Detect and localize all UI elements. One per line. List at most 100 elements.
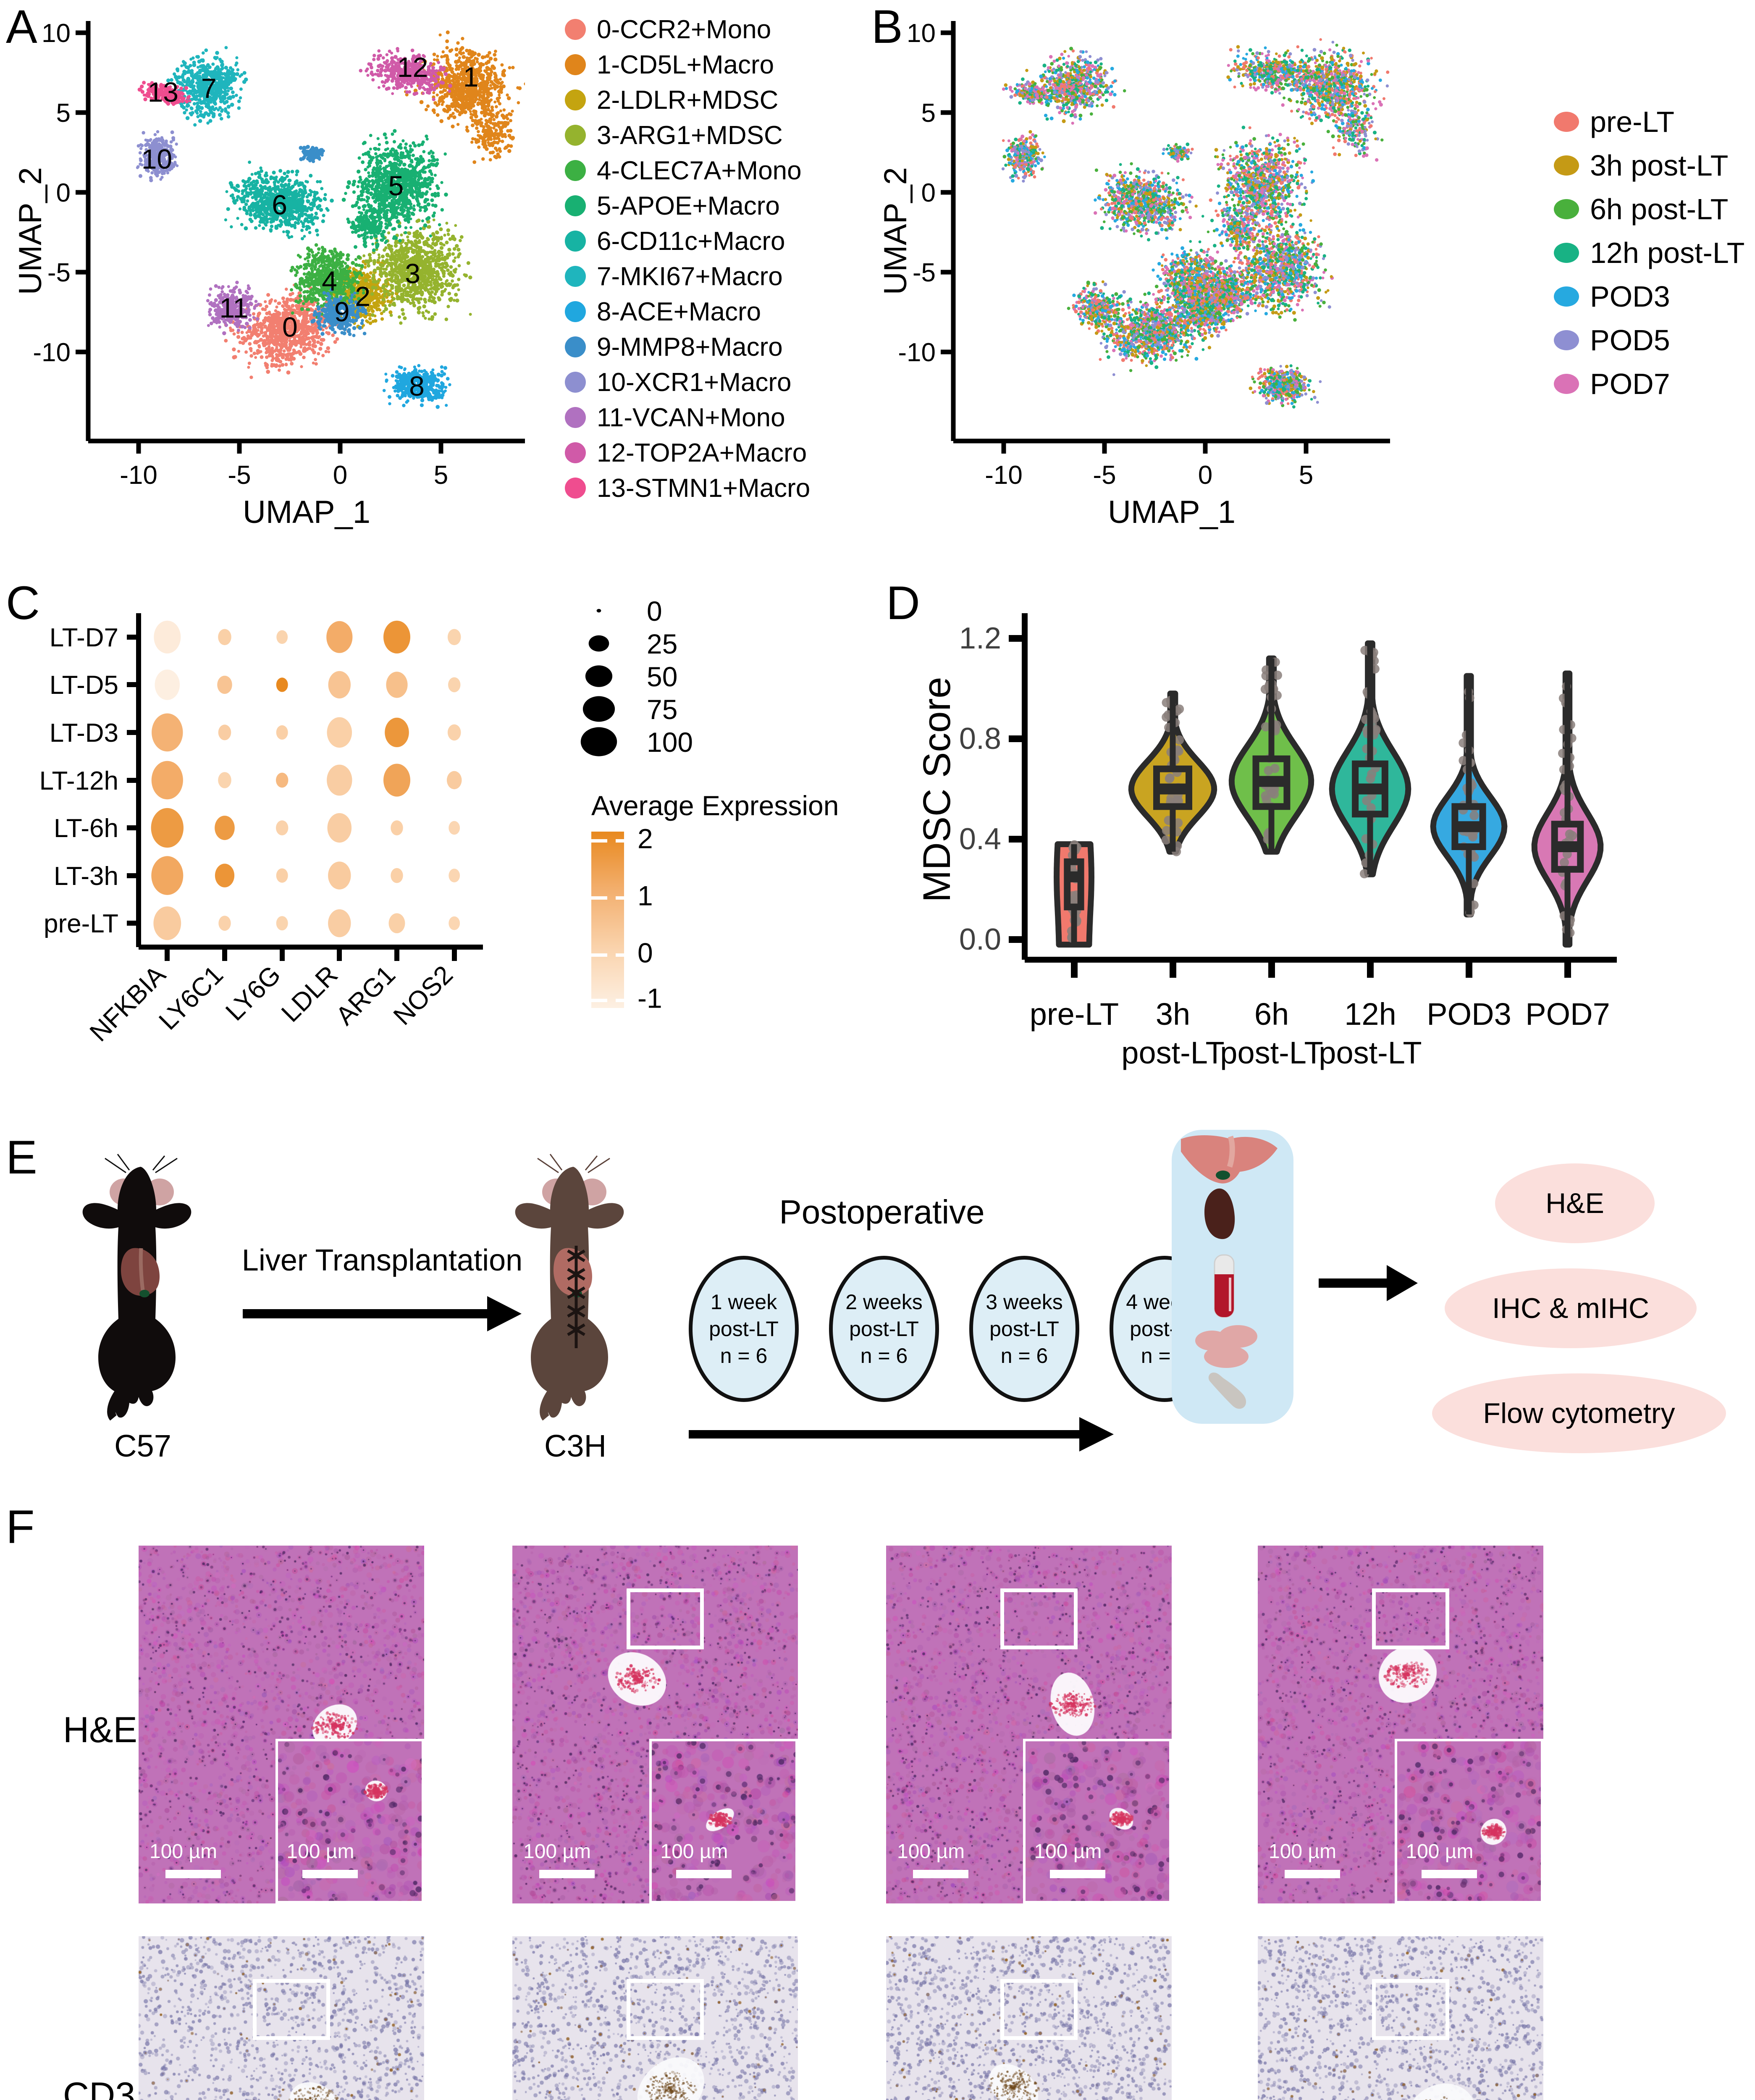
panel-a-legend-item-3[interactable]: 3-ARG1+MDSC (565, 118, 810, 153)
panel-c-dot (151, 856, 184, 895)
timepoint-line1: 3 weeks (986, 1290, 1063, 1314)
panel-e-output-2[interactable]: Flow cytometry (1432, 1373, 1726, 1453)
panel-a-legend-item-9[interactable]: 9-MMP8+Macro (565, 329, 810, 365)
panel-letter-f: F (6, 1501, 35, 1553)
panel-b-legend-item-6[interactable]: POD7 (1554, 362, 1745, 406)
panel-b-legend-item-1[interactable]: 3h post-LT (1554, 144, 1745, 187)
legend-swatch-icon (565, 478, 586, 499)
scale-bar (913, 1870, 968, 1878)
panel-e-output-0[interactable]: H&E (1495, 1163, 1655, 1243)
panel-d-xtick-line1: 12h (1344, 997, 1396, 1032)
panel-a-legend-item-1[interactable]: 1-CD5L+Macro (565, 47, 810, 82)
panel-a-legend-item-8[interactable]: 8-ACE+Macro (565, 294, 810, 329)
panel-c-col-label: NOS2 (388, 960, 459, 1031)
panel-b-legend-item-5[interactable]: POD5 (1554, 318, 1745, 362)
panel-c-dot (217, 675, 232, 694)
panel-d-ytick: 1.2 (959, 622, 1001, 655)
panel-a-xtick-2: 0 (333, 461, 347, 490)
harvested-tissue-panel (1172, 1130, 1293, 1424)
legend-swatch-icon (1554, 286, 1579, 307)
panel-letter-a: A (6, 0, 37, 53)
panel-a-cluster-label-7: 7 (201, 73, 217, 104)
panel-b-legend-item-0[interactable]: pre-LT (1554, 100, 1745, 144)
panel-a-legend-item-11[interactable]: 11-VCAN+Mono (565, 400, 810, 435)
panel-a-legend-item-2[interactable]: 2-LDLR+MDSC (565, 82, 810, 118)
panel-f-inset-image[interactable] (1023, 1739, 1172, 1903)
postop-timeline-arrow (689, 1411, 1117, 1457)
panel-c-dot (276, 868, 288, 883)
panel-a-cluster-label-8: 8 (409, 370, 425, 402)
panel-b-legend-label: pre-LT (1590, 105, 1674, 138)
scale-bar-label: 100 µm (1269, 1840, 1337, 1863)
panel-a-legend-item-5[interactable]: 5-APOE+Macro (565, 188, 810, 223)
panel-d-xtick-line1: POD3 (1427, 997, 1511, 1032)
panel-a-xtick-0: -10 (120, 461, 157, 490)
liver-transplantation-label: Liver Transplantation (241, 1244, 523, 1277)
legend-swatch-icon (565, 54, 586, 75)
panel-c-dot (446, 771, 462, 790)
panel-f-inset-image[interactable] (1395, 1739, 1543, 1903)
panel-d-xtick-line1: pre-LT (1030, 997, 1119, 1032)
panel-c-row-label: LT-D3 (50, 719, 118, 748)
panel-a-cluster-label-0: 0 (282, 311, 298, 342)
panel-c-dot (153, 906, 181, 940)
panel-b-legend-item-4[interactable]: POD3 (1554, 275, 1745, 318)
panel-a-legend-item-6[interactable]: 6-CD11c+Macro (565, 223, 810, 259)
scale-bar-label: 100 µm (660, 1840, 728, 1863)
panel-d-violin-plot: 1.2 0.8 0.4 0.0 MDSC Score pre-LT 3h post-LT 6… (903, 605, 1659, 1130)
panel-f-inset-image[interactable] (275, 1739, 424, 1903)
panel-e-output-1[interactable]: IHC & mIHC (1445, 1268, 1697, 1348)
donor-strain-label: C57 (114, 1428, 171, 1463)
panel-c-dot (152, 713, 183, 752)
panel-a-legend-label: 11-VCAN+Mono (597, 403, 785, 432)
timepoint-line2: post-LT (709, 1317, 779, 1341)
panel-c-dot (215, 816, 235, 840)
panel-a-legend-item-12[interactable]: 12-TOP2A+Macro (565, 435, 810, 470)
panel-f-inset-image[interactable] (649, 1739, 798, 1903)
panel-c-color-tick-0: 2 (637, 823, 653, 854)
postop-timepoint-1[interactable]: 1 week post-LT n = 6 (689, 1256, 799, 1402)
panel-c-size-legend-dot (588, 635, 609, 652)
panel-d-box (1064, 858, 1084, 911)
panel-c-dot (327, 717, 352, 748)
panel-c-dot (391, 820, 403, 835)
panel-d-yaxis-title: MDSC Score (916, 677, 958, 903)
roi-bracket (253, 1979, 330, 2040)
legend-swatch-icon (565, 160, 586, 181)
postop-timepoint-2[interactable]: 2 weeks post-LT n = 6 (829, 1256, 939, 1402)
panel-a-ytick-1: 5 (56, 99, 71, 128)
panel-b-legend-item-3[interactable]: 12h post-LT (1554, 231, 1745, 275)
panel-c-dot (447, 724, 461, 741)
panel-a-legend-item-0[interactable]: 0-CCR2+Mono (565, 12, 810, 47)
panel-d-xtick-line2: post-LT (1121, 1035, 1224, 1070)
panel-a-legend-item-10[interactable]: 10-XCR1+Macro (565, 365, 810, 400)
panel-b-xaxis-title: UMAP_1 (1108, 494, 1236, 530)
panel-a-legend-item-7[interactable]: 7-MKI67+Macro (565, 259, 810, 294)
roi-bracket (1372, 1979, 1449, 2040)
panel-c-dot (218, 724, 231, 740)
scale-bar (302, 1870, 358, 1878)
panel-a-cluster-label-13: 13 (148, 76, 178, 108)
legend-swatch-icon (565, 231, 586, 252)
panel-b-legend-label: POD3 (1590, 280, 1670, 313)
postop-timepoint-3[interactable]: 3 weeks post-LT n = 6 (969, 1256, 1079, 1402)
panel-a-legend-item-13[interactable]: 13-STMN1+Macro (565, 470, 810, 506)
panel-b-legend-item-2[interactable]: 6h post-LT (1554, 187, 1745, 231)
panel-a-legend-label: 5-APOE+Macro (597, 191, 780, 220)
outputs-arrow (1319, 1260, 1419, 1306)
legend-swatch-icon (1554, 155, 1579, 176)
panel-c-size-legend-label: 100 (647, 727, 693, 758)
panel-c-color-tick-3: -1 (637, 982, 662, 1013)
panel-a-legend-item-4[interactable]: 4-CLEC7A+Mono (565, 153, 810, 188)
scale-bar (676, 1870, 732, 1878)
panel-a-xtick-1: -5 (228, 461, 251, 490)
panel-a-legend-label: 6-CD11c+Macro (597, 226, 785, 256)
